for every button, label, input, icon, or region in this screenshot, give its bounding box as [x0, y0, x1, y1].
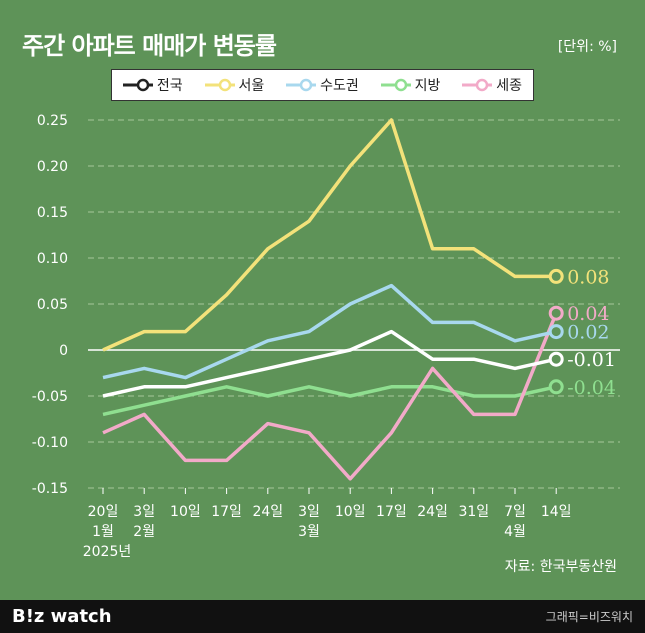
end-point-marker: [548, 305, 564, 321]
legend: 전국 서울 수도권 지방 세종: [111, 69, 534, 101]
y-tick-label: 0.10: [37, 251, 68, 267]
x-tick-label: 3일: [133, 504, 155, 520]
legend-item: 전국: [122, 75, 183, 95]
series-수도권: 0.02: [102, 283, 610, 380]
legend-item: 서울: [204, 75, 265, 95]
y-tick-label: 0: [59, 343, 68, 359]
x-tick-label: 4월: [504, 524, 526, 540]
end-point-marker: [548, 268, 564, 284]
x-tick-label: 1월: [92, 524, 114, 540]
x-tick-label: 20일: [88, 504, 119, 520]
series-line: [102, 385, 557, 417]
x-tick-label: 7일: [504, 504, 526, 520]
x-tick-label: 2월: [133, 524, 155, 540]
end-value-label: 0.04: [567, 303, 609, 325]
graphic-credit: 그래픽=비즈워치: [545, 610, 633, 624]
legend-label: 지방: [414, 78, 441, 94]
y-tick-label: -0.15: [32, 481, 68, 497]
x-tick-label: 2025년: [83, 544, 132, 560]
x-tick-label: 17일: [211, 504, 242, 520]
end-value-label: 0.08: [567, 266, 609, 288]
x-tick-label: 10일: [170, 504, 201, 520]
legend-item: 수도권: [286, 75, 359, 95]
series-line: [102, 118, 557, 352]
legend-marker-icon: [286, 78, 317, 92]
end-point-marker: [548, 324, 564, 340]
legend-marker-icon: [462, 78, 493, 92]
y-tick-label: -0.10: [32, 435, 68, 451]
end-value-label: -0.04: [567, 377, 616, 399]
legend-label: 세종: [496, 78, 523, 94]
x-tick-label: 31일: [458, 504, 489, 520]
chart-title: 주간 아파트 매매가 변동률: [22, 32, 277, 60]
y-tick-label: 0.25: [37, 113, 68, 129]
x-tick-label: 10일: [335, 504, 366, 520]
x-tick-label: 24일: [252, 504, 283, 520]
series-세종: 0.04: [102, 303, 610, 481]
series-전국: -0.01: [102, 329, 616, 398]
legend-marker-icon: [204, 78, 235, 92]
legend-item: 지방: [380, 75, 441, 95]
series-지방: -0.04: [102, 377, 616, 417]
legend-label: 서울: [238, 78, 265, 94]
footer: B!z watch 그래픽=비즈워치: [0, 600, 645, 633]
y-tick-label: -0.05: [32, 389, 68, 405]
legend-marker-icon: [380, 78, 411, 92]
end-value-label: 0.02: [567, 322, 609, 344]
y-tick-label: 0.05: [37, 297, 68, 313]
legend-item: 세종: [462, 75, 522, 95]
legend-marker-icon: [122, 78, 153, 92]
y-tick-label: 0.15: [37, 205, 68, 221]
line-chart: 0.25 0.20 0.15 0.10 0.05 0 -0.05 -0.10 -0.15 20일 1…: [32, 113, 620, 560]
end-point-marker: [548, 379, 564, 395]
end-point-marker: [548, 351, 564, 367]
end-value-label: -0.01: [567, 349, 616, 371]
y-tick-label: 0.20: [37, 159, 68, 175]
source-label: 자료: 한국부동산원: [504, 559, 617, 575]
bizwatch-logo: B!z watch: [12, 606, 112, 627]
series-line: [102, 312, 558, 481]
legend-label: 전국: [156, 78, 183, 94]
x-tick-label: 14일: [541, 504, 572, 520]
x-tick-label: 17일: [376, 504, 407, 520]
series-line: [102, 283, 557, 380]
x-tick-label: 24일: [417, 504, 448, 520]
x-tick-label: 3일: [298, 504, 320, 520]
x-tick-label: 3월: [298, 524, 320, 540]
unit-label: [단위: %]: [557, 39, 617, 55]
legend-label: 수도권: [320, 78, 359, 94]
series-서울: 0.08: [102, 118, 610, 352]
series-line: [102, 329, 557, 398]
